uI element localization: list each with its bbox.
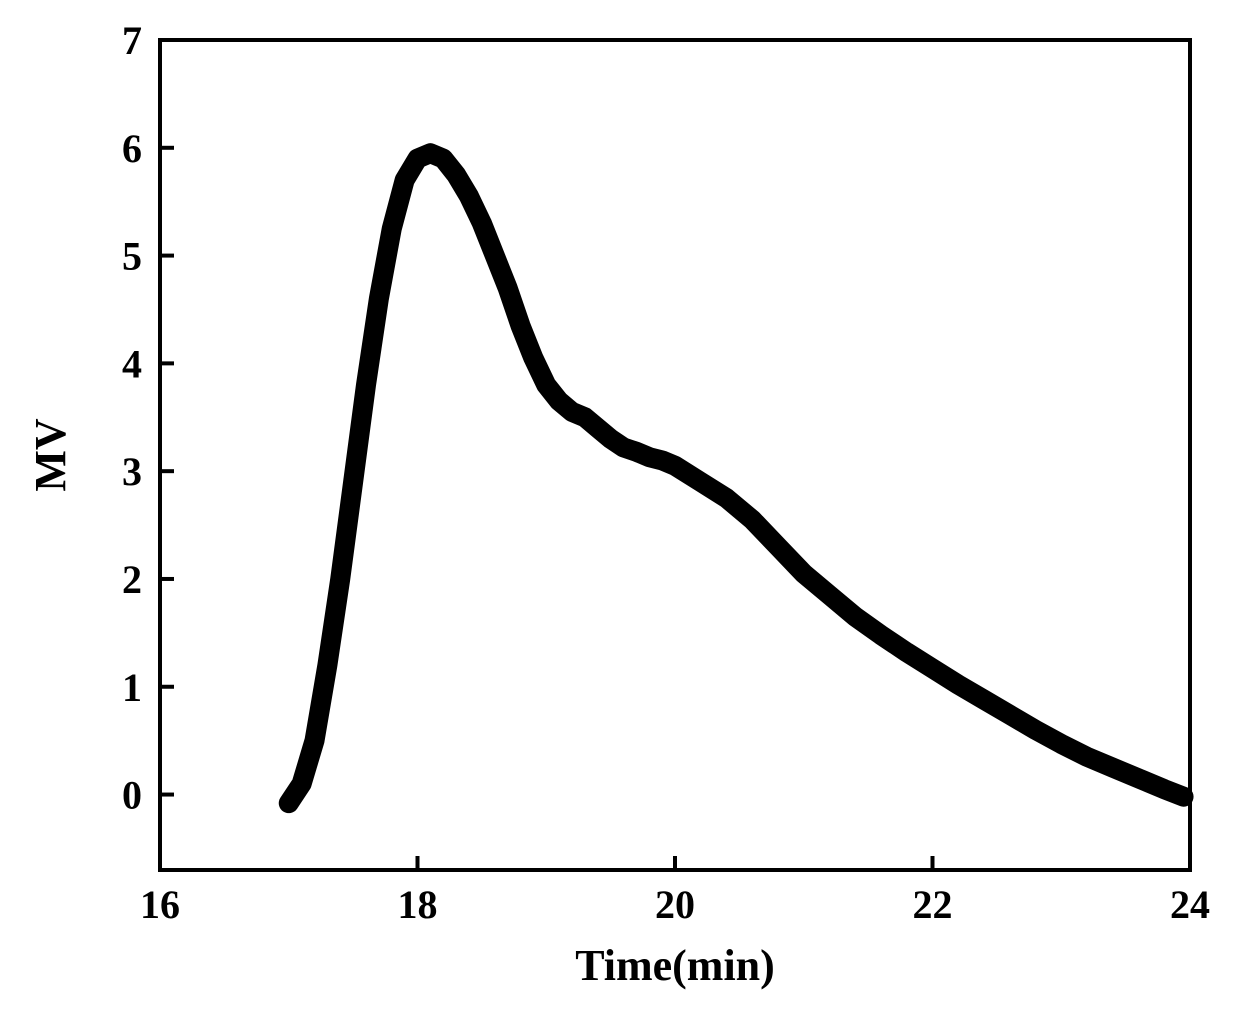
y-tick-label: 1 bbox=[122, 665, 142, 710]
line-chart: 16 18 20 22 24 0 1 2 3 4 5 6 7 Time(min) MV bbox=[0, 0, 1240, 1014]
x-tick-label: 22 bbox=[913, 882, 953, 927]
y-tick-label: 7 bbox=[122, 18, 142, 63]
x-tick-label: 16 bbox=[140, 882, 180, 927]
y-tick-label: 3 bbox=[122, 449, 142, 494]
y-axis-label: MV bbox=[26, 418, 75, 492]
x-tick-label: 24 bbox=[1170, 882, 1210, 927]
chart-container: 16 18 20 22 24 0 1 2 3 4 5 6 7 Time(min) MV bbox=[0, 0, 1240, 1014]
chart-background bbox=[0, 0, 1240, 1014]
y-tick-label: 6 bbox=[122, 126, 142, 171]
y-tick-label: 0 bbox=[122, 773, 142, 818]
y-tick-label: 4 bbox=[122, 341, 142, 386]
y-tick-label: 2 bbox=[122, 557, 142, 602]
x-tick-label: 18 bbox=[398, 882, 438, 927]
y-tick-label: 5 bbox=[122, 234, 142, 279]
x-tick-label: 20 bbox=[655, 882, 695, 927]
x-axis-label: Time(min) bbox=[575, 941, 775, 990]
